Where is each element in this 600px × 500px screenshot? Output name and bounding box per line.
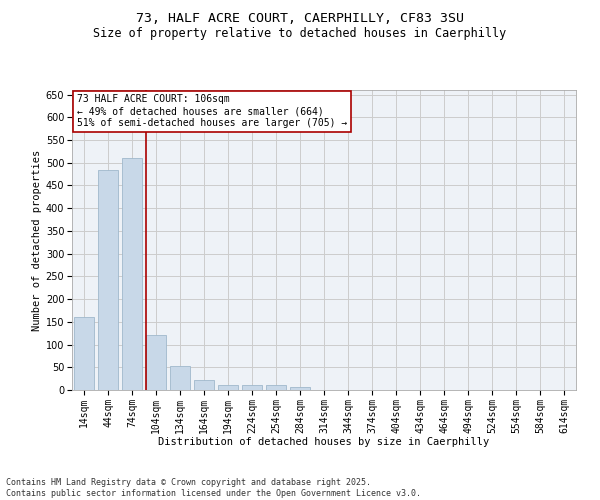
Bar bbox=[122, 158, 142, 390]
Bar bbox=[194, 380, 214, 390]
Bar bbox=[74, 318, 94, 390]
Bar bbox=[218, 385, 238, 390]
Text: Size of property relative to detached houses in Caerphilly: Size of property relative to detached ho… bbox=[94, 28, 506, 40]
Bar bbox=[98, 170, 118, 390]
Bar bbox=[266, 386, 286, 390]
Bar bbox=[146, 336, 166, 390]
Text: 73, HALF ACRE COURT, CAERPHILLY, CF83 3SU: 73, HALF ACRE COURT, CAERPHILLY, CF83 3S… bbox=[136, 12, 464, 26]
Bar bbox=[170, 366, 190, 390]
X-axis label: Distribution of detached houses by size in Caerphilly: Distribution of detached houses by size … bbox=[158, 437, 490, 447]
Text: 73 HALF ACRE COURT: 106sqm
← 49% of detached houses are smaller (664)
51% of sem: 73 HALF ACRE COURT: 106sqm ← 49% of deta… bbox=[77, 94, 347, 128]
Bar bbox=[242, 386, 262, 390]
Text: Contains HM Land Registry data © Crown copyright and database right 2025.
Contai: Contains HM Land Registry data © Crown c… bbox=[6, 478, 421, 498]
Bar bbox=[290, 387, 310, 390]
Y-axis label: Number of detached properties: Number of detached properties bbox=[32, 150, 41, 330]
